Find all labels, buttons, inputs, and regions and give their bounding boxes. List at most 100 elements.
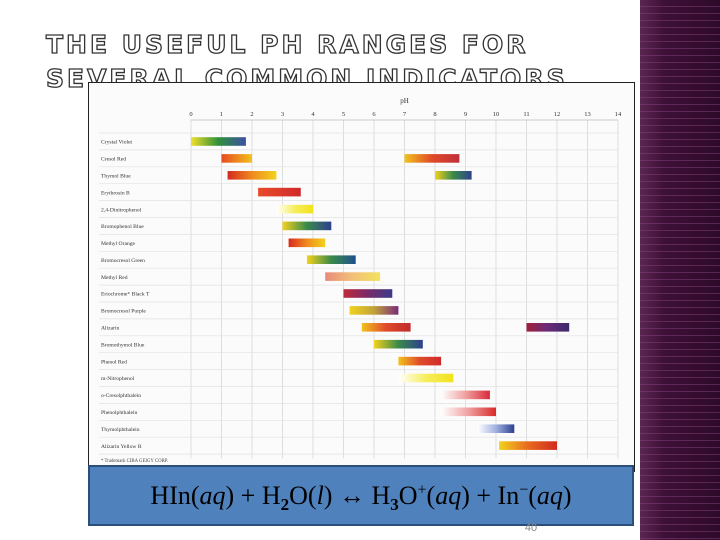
range-bar bbox=[435, 171, 472, 180]
side-bar-stripe bbox=[640, 216, 720, 217]
side-bar-stripe bbox=[640, 265, 720, 266]
side-bar-stripe bbox=[640, 237, 720, 238]
side-bar-stripe bbox=[640, 244, 720, 245]
range-bar bbox=[258, 187, 301, 197]
range-bar bbox=[499, 441, 557, 450]
range-bar bbox=[191, 137, 246, 146]
side-bar-stripe bbox=[640, 104, 720, 105]
side-bar-stripe bbox=[640, 314, 720, 315]
side-bar-stripe bbox=[640, 293, 720, 294]
equation-box: HIn(aq) + H2O(l) ↔ H3O+(aq) + In−(aq) bbox=[88, 465, 634, 526]
side-bar-stripe bbox=[640, 538, 720, 539]
side-bar-stripe bbox=[640, 41, 720, 42]
range-bar bbox=[398, 373, 454, 383]
range-bar bbox=[288, 238, 326, 248]
side-bar-stripe bbox=[640, 412, 720, 413]
page-number: 40 bbox=[524, 522, 538, 534]
tick-label: 0 bbox=[189, 111, 192, 118]
side-bar-stripe bbox=[640, 349, 720, 350]
indicator-label: m-Nitrophenol bbox=[101, 376, 135, 382]
side-bar-stripe bbox=[640, 433, 720, 434]
decorative-side-bar bbox=[640, 0, 720, 540]
range-bar bbox=[221, 154, 252, 163]
side-bar-stripe bbox=[640, 230, 720, 231]
indicator-label: Methyl Red bbox=[101, 275, 128, 281]
indicator-label: Phenolphthalein bbox=[101, 410, 138, 416]
tick-label: 3 bbox=[281, 111, 284, 118]
side-bar-stripe bbox=[640, 377, 720, 378]
tick-label: 6 bbox=[372, 111, 376, 118]
side-bar-stripe bbox=[640, 209, 720, 210]
side-bar-stripe bbox=[640, 118, 720, 119]
side-bar-stripe bbox=[640, 279, 720, 280]
tick-label: 12 bbox=[554, 111, 561, 118]
side-bar-stripe bbox=[640, 503, 720, 504]
side-bar-stripe bbox=[640, 55, 720, 56]
side-bar-stripe bbox=[640, 398, 720, 399]
side-bar-stripe bbox=[640, 286, 720, 287]
side-bar-stripe bbox=[640, 13, 720, 14]
tick-label: 9 bbox=[464, 111, 467, 118]
equilibrium-equation: HIn(aq) + H2O(l) ↔ H3O+(aq) + In−(aq) bbox=[150, 481, 572, 515]
side-bar-stripe bbox=[640, 83, 720, 84]
side-bar-stripe bbox=[640, 391, 720, 392]
side-bar-stripe bbox=[640, 69, 720, 70]
side-bar-stripe bbox=[640, 160, 720, 161]
side-bar-stripe bbox=[640, 328, 720, 329]
side-bar-stripe bbox=[640, 167, 720, 168]
range-bar bbox=[398, 356, 442, 366]
tick-label: 8 bbox=[433, 111, 436, 118]
indicator-label: Alizarin Yellow R bbox=[101, 444, 142, 450]
range-bar bbox=[306, 255, 356, 264]
side-bar-stripe bbox=[640, 384, 720, 385]
range-bar bbox=[349, 306, 399, 315]
side-bar-stripe bbox=[640, 111, 720, 112]
indicator-label: Phenol Red bbox=[101, 359, 127, 365]
range-bar bbox=[343, 289, 393, 298]
side-bar-stripe bbox=[640, 202, 720, 203]
indicator-label: Bromophenol Blue bbox=[101, 224, 144, 230]
side-bar-stripe bbox=[640, 454, 720, 455]
side-bar-stripe bbox=[640, 139, 720, 140]
side-bar-stripe bbox=[640, 34, 720, 35]
indicator-label: Crystal Violet bbox=[101, 140, 133, 146]
indicator-label: Bromothymol Blue bbox=[101, 342, 145, 348]
side-bar-stripe bbox=[640, 258, 720, 259]
side-bar-stripe bbox=[640, 307, 720, 308]
indicator-label: Thymolphthalein bbox=[101, 427, 140, 433]
tick-label: 2 bbox=[250, 111, 253, 118]
tick-label: 11 bbox=[523, 111, 529, 118]
range-bar bbox=[441, 407, 496, 417]
side-bar-stripe bbox=[640, 342, 720, 343]
side-bar-stripe bbox=[640, 48, 720, 49]
side-bar-stripe bbox=[640, 300, 720, 301]
tick-label: 5 bbox=[342, 111, 345, 118]
indicator-label: Bromocresol Green bbox=[101, 258, 145, 264]
side-bar-stripe bbox=[640, 97, 720, 98]
side-bar-stripe bbox=[640, 153, 720, 154]
side-bar-stripe bbox=[640, 475, 720, 476]
side-bar-stripe bbox=[640, 188, 720, 189]
side-bar-stripe bbox=[640, 27, 720, 28]
tick-label: 13 bbox=[584, 111, 591, 118]
range-bar bbox=[477, 424, 515, 433]
side-bar-stripe bbox=[640, 76, 720, 77]
side-bar-stripe bbox=[640, 440, 720, 441]
indicator-label: o-Cresolphthalein bbox=[101, 393, 141, 399]
side-bar-stripe bbox=[640, 496, 720, 497]
side-bar-stripe bbox=[640, 510, 720, 511]
side-bar-stripe bbox=[640, 461, 720, 462]
side-bar-stripe bbox=[640, 321, 720, 322]
range-bar bbox=[441, 390, 490, 400]
range-bar bbox=[526, 323, 570, 332]
side-bar-stripe bbox=[640, 447, 720, 448]
side-bar-stripe bbox=[640, 426, 720, 427]
side-bar-stripe bbox=[640, 356, 720, 357]
side-bar-stripe bbox=[640, 482, 720, 483]
side-bar-stripe bbox=[640, 132, 720, 133]
tick-label: 10 bbox=[493, 111, 500, 118]
side-bar-stripe bbox=[640, 531, 720, 532]
indicator-label: Cresol Red bbox=[101, 157, 126, 163]
range-bar bbox=[227, 171, 277, 180]
